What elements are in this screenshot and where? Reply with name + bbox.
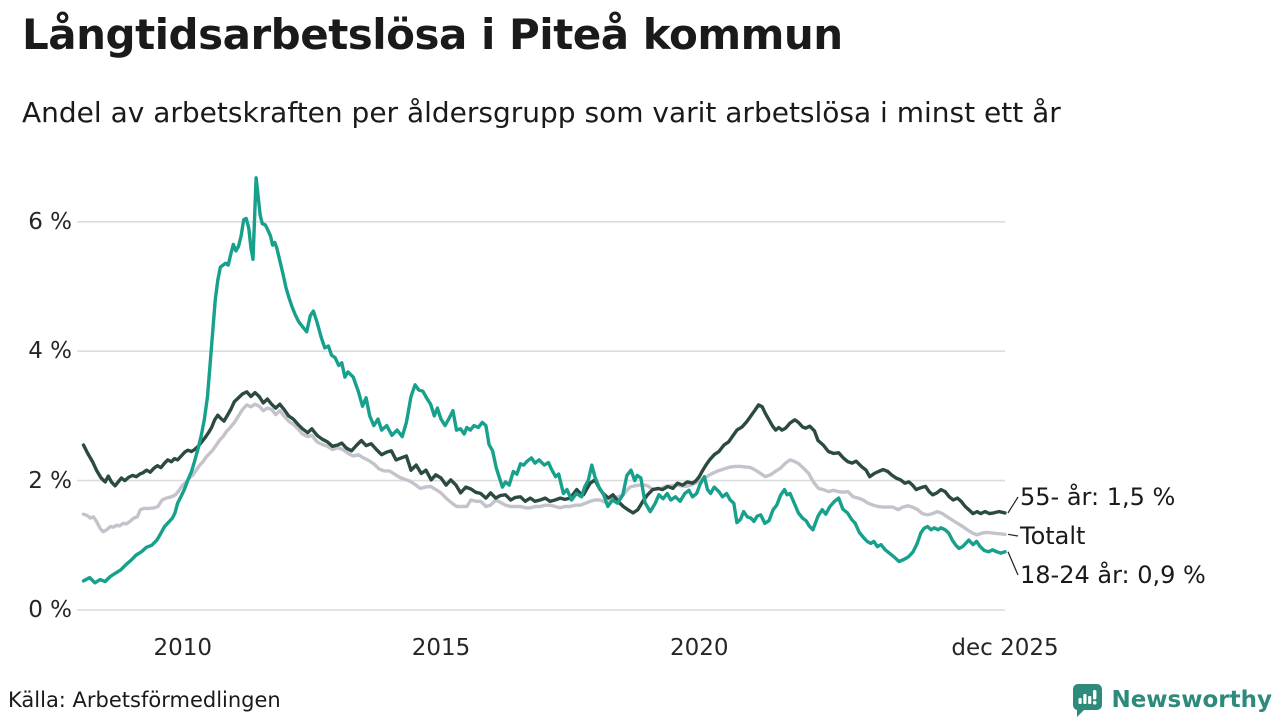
page-title: Långtidsarbetslösa i Piteå kommun	[22, 10, 843, 59]
x-tick-label: 2020	[669, 635, 729, 661]
x-tick-label: dec 2025	[951, 635, 1059, 661]
x-tick-label: 2010	[153, 635, 212, 661]
newsworthy-logo-icon	[1073, 684, 1103, 717]
series-label-55-ar: 55- år: 1,5 %	[1020, 483, 1176, 511]
series-label-totalt: Totalt	[1020, 522, 1086, 550]
y-tick-label: 2 %	[28, 467, 72, 494]
series-line-total	[81, 402, 1007, 537]
annotation-connector	[1007, 551, 1019, 576]
newsworthy-logo-text: Newsworthy	[1111, 687, 1272, 713]
series-line-age-18-24	[81, 176, 1007, 585]
annotation-connector	[1007, 533, 1019, 537]
y-tick-label: 6 %	[28, 208, 72, 235]
page-subtitle: Andel av arbetskraften per åldersgrupp s…	[22, 96, 1061, 129]
annotation-connector	[1007, 496, 1019, 514]
y-tick-label: 4 %	[28, 338, 72, 365]
series-label-18-24-ar: 18-24 år: 0,9 %	[1020, 561, 1206, 589]
source-note: Källa: Arbetsförmedlingen	[8, 688, 281, 712]
y-tick-label: 0 %	[28, 597, 72, 623]
x-tick-label: 2015	[411, 635, 471, 661]
newsworthy-logo: Newsworthy	[1071, 682, 1272, 718]
series-line-age-55-plus	[81, 390, 1007, 516]
